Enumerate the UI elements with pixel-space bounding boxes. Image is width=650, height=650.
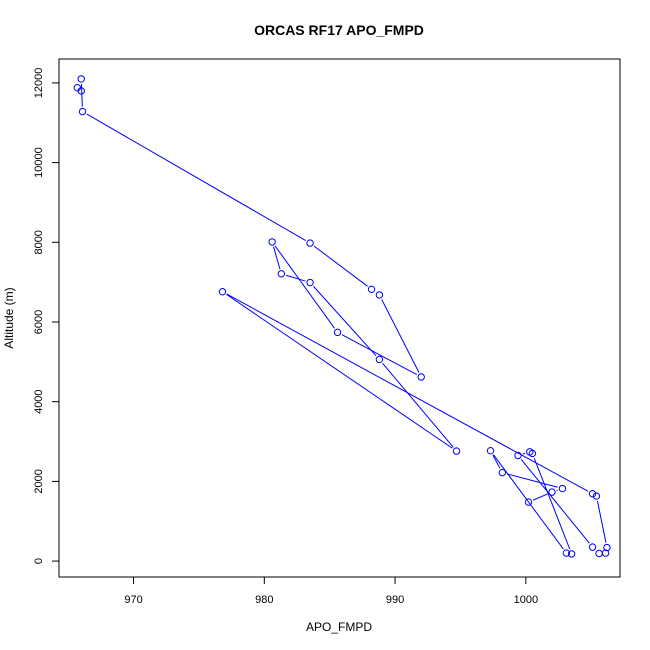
y-tick-label: 6000 (33, 310, 45, 334)
data-point (218, 288, 227, 296)
series-segment (381, 299, 420, 373)
data-point (417, 373, 425, 381)
data-point (548, 488, 556, 496)
data-point (77, 75, 85, 83)
series-segment (313, 245, 368, 287)
series-segment (520, 459, 590, 544)
series-segment (226, 293, 589, 492)
y-tick-label: 10000 (33, 147, 45, 178)
y-tick-label: 0 (33, 558, 45, 564)
y-tick-label: 8000 (33, 230, 45, 254)
y-axis-label: Altitude (m) (2, 287, 16, 348)
data-point (528, 449, 537, 458)
series-segment (532, 493, 548, 501)
data-point (498, 468, 507, 477)
series-segment (533, 457, 571, 550)
series-segment (596, 500, 607, 543)
x-tick-label: 1000 (514, 594, 538, 606)
x-axis-label: APO_FMPD (306, 620, 372, 634)
series-segment (382, 362, 454, 448)
x-axis: 970 980 990 1000 (124, 576, 538, 606)
x-tick-label: 980 (255, 594, 273, 606)
data-point (375, 291, 384, 299)
data-point (486, 446, 495, 455)
data-point (73, 83, 82, 92)
series-segment (274, 245, 336, 329)
x-tick-label: 990 (386, 594, 404, 606)
series-segment (507, 473, 558, 488)
series-segment (285, 274, 306, 282)
series-segment (522, 452, 526, 455)
series-layer (73, 75, 611, 558)
data-point (562, 549, 571, 557)
series-segment (226, 294, 453, 449)
data-point (367, 285, 376, 294)
series-segment (273, 246, 281, 270)
y-axis: 0 2000 4000 6000 8000 10000 12000 (33, 68, 60, 564)
series-segment (492, 454, 501, 469)
data-point (78, 107, 87, 116)
data-point (558, 484, 567, 493)
data-point (514, 451, 522, 460)
data-point (592, 492, 601, 500)
chart-title: ORCAS RF17 APO_FMPD (254, 22, 424, 38)
y-tick-label: 12000 (33, 68, 45, 99)
y-tick-label: 4000 (33, 389, 45, 413)
y-tick-label: 2000 (33, 469, 45, 493)
data-point (595, 549, 603, 558)
data-point (375, 355, 384, 364)
series-segment (313, 285, 377, 357)
data-point (306, 278, 314, 287)
series-segment (341, 334, 418, 376)
data-point (588, 490, 597, 498)
data-point (452, 447, 461, 455)
x-tick-label: 970 (124, 594, 142, 606)
data-point (567, 550, 576, 558)
data-point (588, 543, 597, 551)
series-segment (86, 113, 306, 242)
data-point (277, 270, 286, 278)
data-point (268, 238, 276, 246)
data-point (603, 543, 611, 552)
data-point (306, 239, 314, 247)
data-point (524, 498, 533, 506)
data-point (333, 328, 342, 337)
